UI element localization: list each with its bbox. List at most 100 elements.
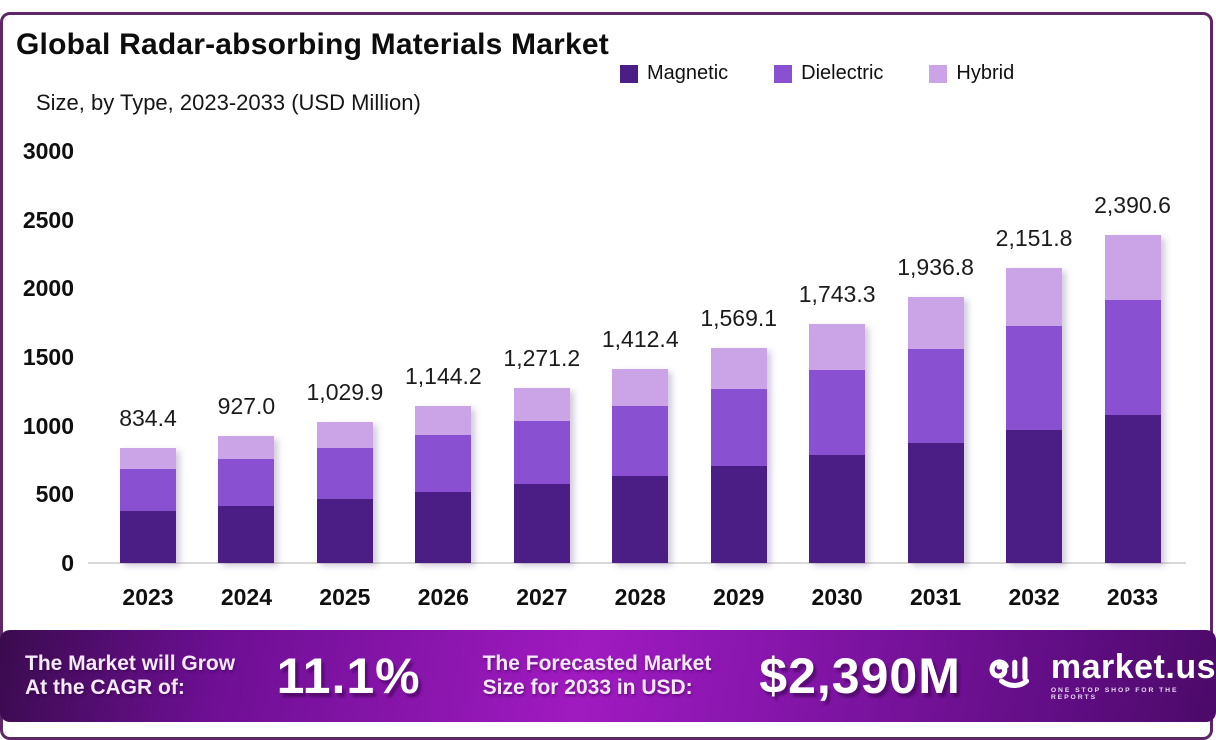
bar-segment-hybrid-2027 — [513, 388, 570, 422]
forecast-label-block: The Forecasted Market Size for 2033 in U… — [483, 652, 754, 700]
legend-label: Dielectric — [801, 62, 884, 84]
bar-segment-magnetic-2023 — [120, 511, 176, 563]
bar-segment-hybrid-2023 — [120, 448, 176, 470]
stacked-bar-2031 — [907, 297, 964, 563]
stacked-bar-2030 — [809, 323, 866, 563]
x-axis-label-2023: 2023 — [122, 584, 174, 610]
x-axis-label-2024: 2024 — [220, 584, 273, 610]
bar-segment-dielectric-2023 — [120, 469, 176, 512]
bar-segment-magnetic-2027 — [513, 484, 570, 563]
bar-segment-dielectric-2025 — [316, 447, 373, 500]
cagr-label-block: The Market will Grow At the CAGR of: — [25, 652, 269, 700]
bar-segment-dielectric-2031 — [907, 349, 964, 444]
bar-segment-hybrid-2026 — [415, 405, 472, 436]
y-axis-tick-2000: 2000 — [22, 275, 74, 302]
stacked-bar-2027 — [513, 388, 570, 563]
bar-segment-hybrid-2025 — [316, 421, 373, 448]
bar-segment-magnetic-2024 — [218, 505, 275, 563]
bar-segment-dielectric-2024 — [218, 458, 275, 506]
x-axis-baseline — [88, 562, 1186, 564]
forecast-label-line2: Size for 2033 in USD: — [482, 676, 693, 699]
bar-segment-magnetic-2030 — [809, 455, 866, 563]
x-axis-label-2033: 2033 — [1106, 584, 1159, 610]
page-subtitle: Size, by Type, 2023-2033 (USD Million) — [36, 90, 421, 115]
bar-segment-magnetic-2033 — [1104, 415, 1161, 563]
legend-swatch-hybrid — [929, 64, 948, 83]
forecast-value: $2,390M — [759, 648, 961, 704]
stacked-bar-2032 — [1006, 267, 1063, 563]
bar-segment-magnetic-2028 — [612, 475, 669, 563]
x-axis-label-2025: 2025 — [319, 584, 371, 610]
page-border-frame — [0, 12, 1213, 740]
y-axis-tick-3000: 3000 — [22, 138, 74, 164]
bar-segment-dielectric-2032 — [1006, 326, 1063, 430]
bar-segment-magnetic-2025 — [316, 499, 373, 563]
bar-segment-hybrid-2031 — [907, 297, 964, 350]
cagr-value: 11.1% — [276, 648, 421, 704]
stacked-bar-2028 — [612, 369, 669, 563]
stacked-bar-2026 — [415, 405, 472, 563]
bar-segment-hybrid-2033 — [1104, 234, 1161, 301]
brand-text: market.us ONE STOP SHOP FOR THE REPORTS — [1051, 650, 1216, 702]
total-label-2032: 2,151.8 — [995, 224, 1073, 251]
footer-banner: The Market will Grow At the CAGR of: 11.… — [0, 630, 1216, 722]
stacked-bar-2025 — [316, 421, 373, 563]
total-label-2029: 1,569.1 — [700, 304, 778, 331]
total-label-2023: 834.4 — [119, 405, 177, 432]
y-axis-tick-0: 0 — [61, 550, 74, 576]
bar-segment-dielectric-2028 — [612, 405, 669, 476]
stacked-bar-2024 — [218, 435, 275, 563]
bar-segment-hybrid-2030 — [809, 323, 866, 371]
bar-segment-hybrid-2029 — [710, 347, 767, 389]
cagr-label-line1: The Market will Grow — [25, 651, 236, 675]
bar-segment-magnetic-2026 — [415, 492, 472, 563]
legend-item-dielectric: Dielectric — [774, 62, 883, 85]
x-axis-label-2030: 2030 — [811, 584, 863, 610]
cagr-label-line2: At the CAGR of: — [25, 676, 185, 699]
total-label-2033: 2,390.6 — [1094, 191, 1171, 218]
bar-segment-hybrid-2024 — [218, 435, 275, 459]
bar-segment-dielectric-2033 — [1104, 300, 1161, 416]
x-axis-label-2026: 2026 — [417, 584, 469, 610]
bar-segment-magnetic-2031 — [907, 443, 964, 563]
legend-item-magnetic: Magnetic — [620, 62, 728, 85]
bar-segment-dielectric-2030 — [809, 370, 866, 456]
legend-swatch-dielectric — [774, 64, 793, 83]
legend-label: Magnetic — [647, 62, 729, 84]
stacked-bar-2023 — [120, 448, 176, 563]
total-label-2027: 1,271.2 — [503, 345, 581, 372]
total-label-2026: 1,144.2 — [404, 362, 482, 389]
legend-item-hybrid: Hybrid — [929, 62, 1014, 85]
marketus-logo-icon — [989, 653, 1039, 700]
y-axis-tick-2500: 2500 — [22, 206, 74, 233]
brand-logo: market.us ONE STOP SHOP FOR THE REPORTS — [989, 650, 1216, 702]
x-axis-label-2029: 2029 — [713, 584, 765, 610]
total-label-2024: 927.0 — [217, 392, 276, 419]
page-title: Global Radar-absorbing Materials Market — [16, 28, 609, 61]
legend-label: Hybrid — [956, 62, 1015, 84]
forecast-label-line1: The Forecasted Market — [482, 651, 712, 675]
total-label-2025: 1,029.9 — [306, 378, 384, 405]
legend-swatch-magnetic — [620, 64, 638, 83]
x-axis-label-2032: 2032 — [1008, 584, 1060, 610]
bar-segment-magnetic-2029 — [710, 466, 767, 563]
x-axis-label-2028: 2028 — [614, 584, 666, 610]
brand-name: market.us — [1050, 648, 1216, 687]
x-axis-label-2027: 2027 — [516, 584, 568, 610]
bar-segment-hybrid-2032 — [1006, 267, 1063, 326]
total-label-2028: 1,412.4 — [601, 326, 679, 353]
y-axis-tick-500: 500 — [35, 481, 74, 508]
bar-segment-dielectric-2029 — [710, 388, 767, 466]
bar-segment-hybrid-2028 — [612, 369, 669, 406]
total-label-2031: 1,936.8 — [897, 254, 974, 281]
bar-segment-dielectric-2027 — [513, 421, 570, 485]
stacked-bar-2029 — [710, 347, 767, 563]
y-axis-tick-1500: 1500 — [22, 344, 74, 370]
bar-segment-dielectric-2026 — [415, 435, 472, 493]
y-axis-tick-1000: 1000 — [22, 412, 74, 439]
stacked-bar-2033 — [1104, 234, 1161, 563]
bar-segment-magnetic-2032 — [1006, 430, 1063, 563]
total-label-2030: 1,743.3 — [798, 280, 876, 307]
x-axis-label-2031: 2031 — [910, 584, 962, 610]
